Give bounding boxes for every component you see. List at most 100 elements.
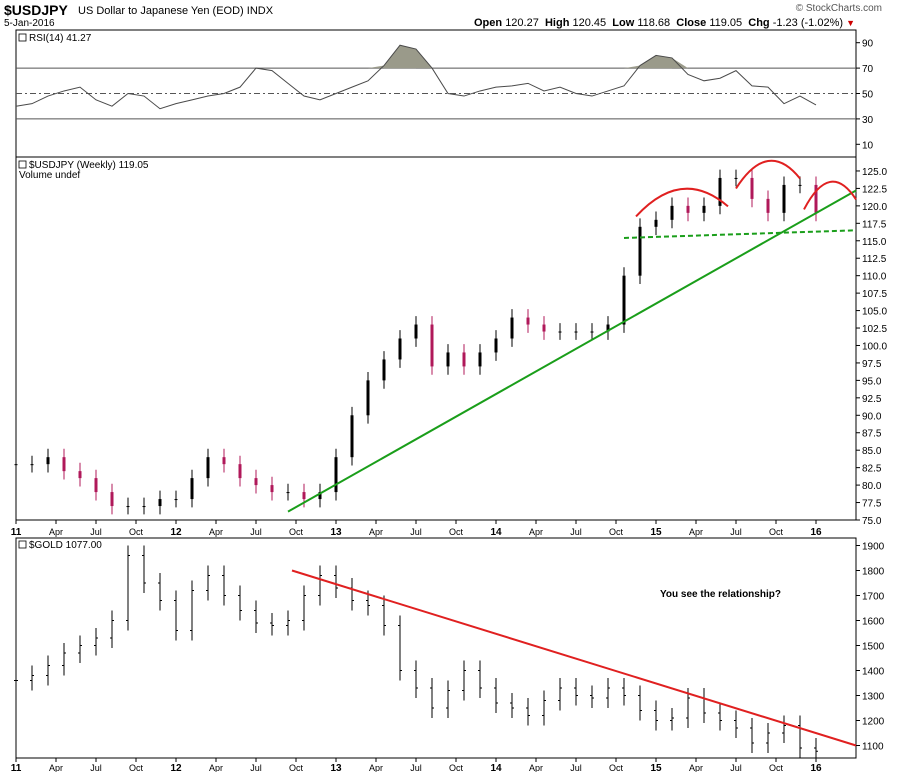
price-tick-label: 115.0 [862, 237, 887, 248]
price-candle-body [286, 492, 290, 494]
price-candle-body [46, 457, 50, 465]
price-trendline-neckline [623, 229, 857, 239]
price-tick-label: 75.0 [862, 516, 882, 527]
gold-date-label: Apr [529, 763, 543, 772]
price-candle-body [766, 198, 770, 213]
price-date-label: Oct [129, 527, 144, 537]
gold-date-label: 13 [330, 763, 342, 772]
price-tick-label: 110.0 [862, 272, 887, 283]
price-candle-body [94, 478, 98, 493]
price-tick-label: 112.5 [862, 254, 887, 265]
price-candle-body [542, 324, 546, 332]
price-date-label: Apr [369, 527, 383, 537]
price-date-label: Oct [609, 527, 624, 537]
price-candle-body [526, 317, 530, 325]
price-label: $USDJPY (Weekly) 119.05 [29, 160, 149, 171]
price-candle-body [14, 464, 18, 466]
gold-date-label: Apr [689, 763, 703, 772]
price-candle-body [478, 352, 482, 367]
gold-date-label: 12 [170, 763, 182, 772]
price-candle-body [654, 219, 658, 227]
price-date-label: Jul [570, 527, 582, 537]
price-tick-label: 95.0 [862, 376, 882, 387]
gold-date-label: 16 [810, 763, 822, 772]
description: US Dollar to Japanese Yen (EOD) [78, 5, 244, 17]
open-value: 120.27 [505, 17, 539, 29]
gold-tick-label: 1100 [862, 742, 884, 753]
price-candle-body [446, 352, 450, 367]
rsi-legend-swatch [18, 33, 27, 42]
gold-date-label: Apr [49, 763, 63, 772]
gold-date-label: Jul [570, 763, 582, 772]
down-arrow-icon: ▼ [846, 18, 856, 28]
price-date-label: Apr [529, 527, 543, 537]
price-legend-swatch [18, 160, 27, 169]
price-candle-body [462, 352, 466, 367]
gold-date-label: Apr [209, 763, 223, 772]
rsi-label: RSI(14) 41.27 [29, 33, 92, 44]
rsi-tick-label: 10 [862, 140, 874, 151]
gold-date-label: 15 [650, 763, 662, 772]
price-candle-body [750, 177, 754, 199]
price-candle-body [638, 226, 642, 276]
price-candle-body [622, 275, 626, 325]
price-date-label: 15 [650, 527, 662, 538]
volume-label: Volume undef [19, 170, 80, 181]
close-label: Close [676, 17, 707, 29]
price-candle-body [238, 464, 242, 479]
gold-tick-label: 1600 [862, 617, 885, 628]
price-tick-label: 100.0 [862, 341, 887, 352]
price-tick-label: 122.5 [862, 184, 887, 195]
price-date-label: 12 [170, 527, 182, 538]
price-date-label: Oct [769, 527, 784, 537]
price-candle-body [670, 205, 674, 220]
price-tick-label: 85.0 [862, 446, 882, 457]
open-label: Open [474, 17, 503, 29]
price-candle-body [782, 184, 786, 213]
gold-date-label: Oct [449, 763, 464, 772]
price-candle-body [334, 457, 338, 493]
price-tick-label: 80.0 [862, 481, 882, 492]
price-candle-body [190, 478, 194, 500]
rsi-overbought-fill [656, 55, 688, 69]
gold-date-label: Apr [369, 763, 383, 772]
price-candle-body [126, 506, 130, 508]
gold-trendline-resistance [291, 569, 857, 747]
price-tick-label: 105.0 [862, 307, 887, 318]
close-value: 119.05 [709, 17, 743, 29]
gold-date-label: Oct [609, 763, 624, 772]
gold-date-label: 14 [490, 763, 502, 772]
panel-frame-px [15, 156, 857, 521]
price-date-label: Apr [209, 527, 223, 537]
price-date-label: 16 [810, 527, 822, 538]
price-tick-label: 125.0 [862, 167, 887, 178]
price-candle-body [414, 324, 418, 339]
price-candle-body [702, 205, 706, 213]
price-date-label: Apr [49, 527, 63, 537]
price-date-label: Oct [449, 527, 464, 537]
gold-date-label: Oct [769, 763, 784, 772]
price-candle-body [606, 324, 610, 332]
price-candle-body [158, 499, 162, 507]
price-candle-body [798, 184, 802, 186]
gold-date-label: Jul [250, 763, 262, 772]
gold-date-label: Oct [289, 763, 304, 772]
price-candle-body [494, 338, 498, 353]
rsi-overbought-fill [400, 45, 432, 69]
right-shoulder-arc [803, 180, 857, 210]
gold-tick-label: 1700 [862, 592, 885, 603]
price-candle-body [510, 317, 514, 339]
price-tick-label: 90.0 [862, 411, 882, 422]
price-candle-body [558, 331, 562, 333]
price-date-label: 14 [490, 527, 502, 538]
price-tick-label: 107.5 [862, 289, 887, 300]
chart-date: 5-Jan-2016 [4, 18, 55, 29]
chg-label: Chg [748, 17, 770, 29]
price-date-label: Apr [689, 527, 703, 537]
price-candle-body [270, 485, 274, 493]
gold-date-label: Oct [129, 763, 144, 772]
high-value: 120.45 [572, 17, 607, 29]
price-candle-body [734, 177, 738, 179]
price-date-label: Jul [730, 527, 742, 537]
price-candle-body [318, 492, 322, 500]
